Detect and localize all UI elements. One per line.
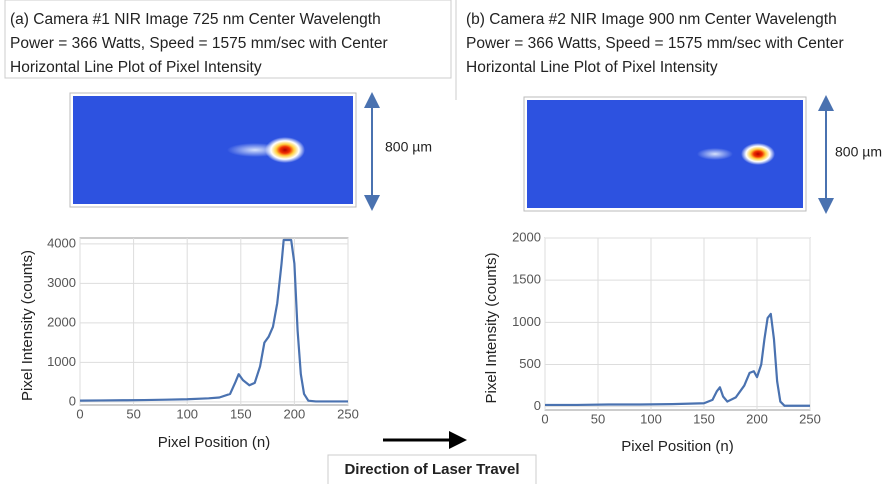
plot-frame xyxy=(544,237,811,411)
plot-frame xyxy=(79,237,349,406)
scale-label: 800 µm xyxy=(835,144,882,160)
y-tick-label: 2000 xyxy=(47,314,76,329)
y-tick-label: 0 xyxy=(534,398,541,413)
y-tick-label: 1000 xyxy=(512,314,541,329)
x-tick-label: 0 xyxy=(541,411,548,426)
y-axis-label: Pixel Intensity (counts) xyxy=(19,250,36,401)
y-tick-label: 500 xyxy=(519,356,541,371)
nir-image xyxy=(523,96,807,212)
annotation: Direction of Laser Travel xyxy=(344,461,519,478)
panel-caption: (a) Camera #1 NIR Image 725 nm Center Wa… xyxy=(10,11,381,28)
y-tick-label: 0 xyxy=(69,393,76,408)
annotation-box xyxy=(327,454,537,484)
y-tick-label: 1500 xyxy=(512,272,541,287)
y-tick-label: 1000 xyxy=(47,354,76,369)
x-tick-label: 250 xyxy=(799,411,821,426)
panel-caption: (b) Camera #2 NIR Image 900 nm Center Wa… xyxy=(466,11,837,28)
y-axis-label: Pixel Intensity (counts) xyxy=(483,253,500,404)
panel-caption: Horizontal Line Plot of Pixel Intensity xyxy=(10,59,262,76)
panel-caption: Horizontal Line Plot of Pixel Intensity xyxy=(466,59,718,76)
x-tick-label: 50 xyxy=(126,406,140,421)
x-tick-label: 150 xyxy=(693,411,715,426)
panel-caption: Power = 366 Watts, Speed = 1575 mm/sec w… xyxy=(466,35,844,52)
x-tick-label: 50 xyxy=(591,411,605,426)
nir-image xyxy=(69,92,357,208)
x-tick-label: 100 xyxy=(176,406,198,421)
x-tick-label: 100 xyxy=(640,411,662,426)
x-tick-label: 0 xyxy=(76,406,83,421)
x-axis-label: Pixel Position (n) xyxy=(621,438,734,455)
y-tick-label: 3000 xyxy=(47,275,76,290)
data-line xyxy=(79,238,348,403)
data-line xyxy=(545,312,810,407)
y-tick-label: 2000 xyxy=(512,229,541,244)
panel-caption: Power = 366 Watts, Speed = 1575 mm/sec w… xyxy=(10,35,388,52)
x-axis-label: Pixel Position (n) xyxy=(158,434,271,451)
x-tick-label: 150 xyxy=(230,406,252,421)
x-tick-label: 250 xyxy=(337,406,359,421)
y-tick-label: 4000 xyxy=(47,235,76,250)
x-tick-label: 200 xyxy=(284,406,306,421)
scale-label: 800 µm xyxy=(385,139,432,155)
x-tick-label: 200 xyxy=(746,411,768,426)
caption-box xyxy=(4,0,452,79)
